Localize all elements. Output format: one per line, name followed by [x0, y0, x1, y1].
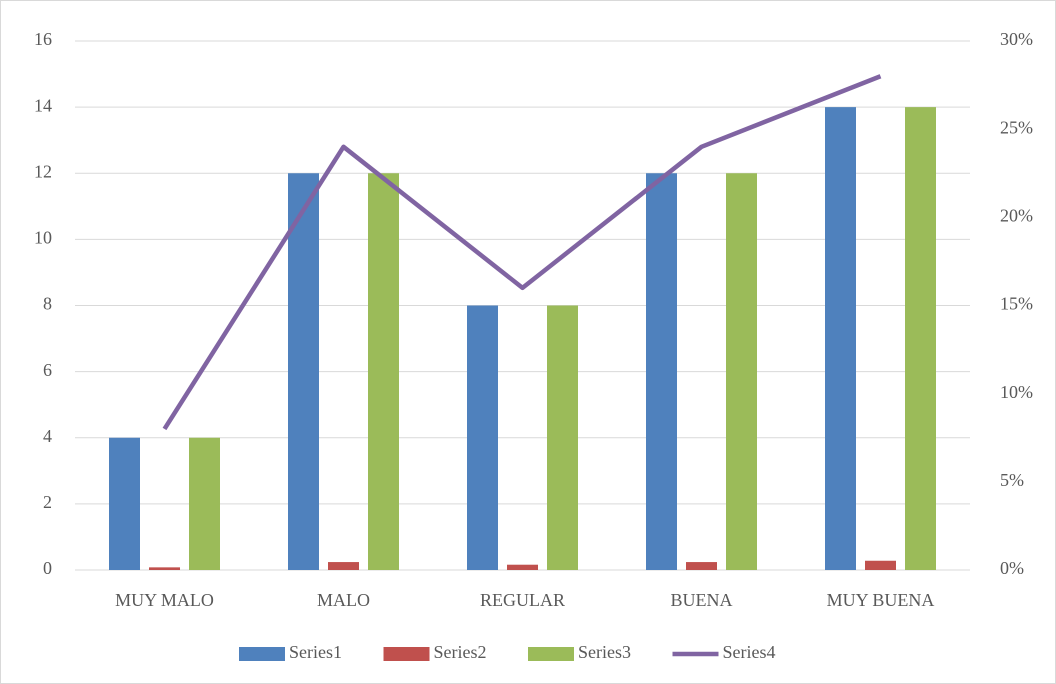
y2-tick-label: 5% [1000, 470, 1024, 490]
legend-swatch [239, 647, 285, 661]
x-tick-label: BUENA [671, 590, 733, 610]
y2-tick-label: 0% [1000, 558, 1024, 578]
bar [189, 437, 220, 570]
y-tick-label: 8 [43, 294, 52, 314]
y2-tick-label: 15% [1000, 294, 1033, 314]
y-tick-label: 14 [34, 95, 52, 115]
bar [547, 305, 578, 570]
legend-label: Series1 [289, 642, 342, 662]
bar [149, 567, 180, 570]
bar [686, 562, 717, 570]
bar [905, 107, 936, 570]
x-tick-label: MUY BUENA [827, 590, 935, 610]
y-tick-label: 10 [34, 228, 52, 248]
x-tick-label: MUY MALO [115, 590, 214, 610]
y2-tick-label: 25% [1000, 117, 1033, 137]
bar [467, 305, 498, 570]
line-series [162, 74, 882, 431]
y-tick-label: 12 [34, 161, 52, 181]
legend-swatch [528, 647, 574, 661]
y2-tick-label: 20% [1000, 205, 1033, 225]
bar [109, 437, 140, 570]
y-tick-label: 4 [43, 426, 52, 446]
bar [825, 107, 856, 570]
x-tick-label: REGULAR [480, 590, 565, 610]
x-tick-label: MALO [317, 590, 370, 610]
legend-label: Series4 [723, 642, 776, 662]
bar [288, 173, 319, 570]
y-tick-label: 6 [43, 360, 52, 380]
bar [865, 560, 896, 570]
bar [328, 562, 359, 570]
y-tick-label: 2 [43, 492, 52, 512]
y-tick-label: 0 [43, 558, 52, 578]
bar [507, 564, 538, 570]
bar [368, 173, 399, 570]
legend-swatch [383, 647, 430, 661]
legend-label: Series2 [434, 642, 487, 662]
y-tick-label: 16 [34, 29, 52, 49]
legend-label: Series3 [578, 642, 631, 662]
y2-tick-label: 30% [1000, 29, 1033, 49]
y2-tick-label: 10% [1000, 382, 1033, 402]
bar [646, 173, 677, 570]
bar [726, 173, 757, 570]
